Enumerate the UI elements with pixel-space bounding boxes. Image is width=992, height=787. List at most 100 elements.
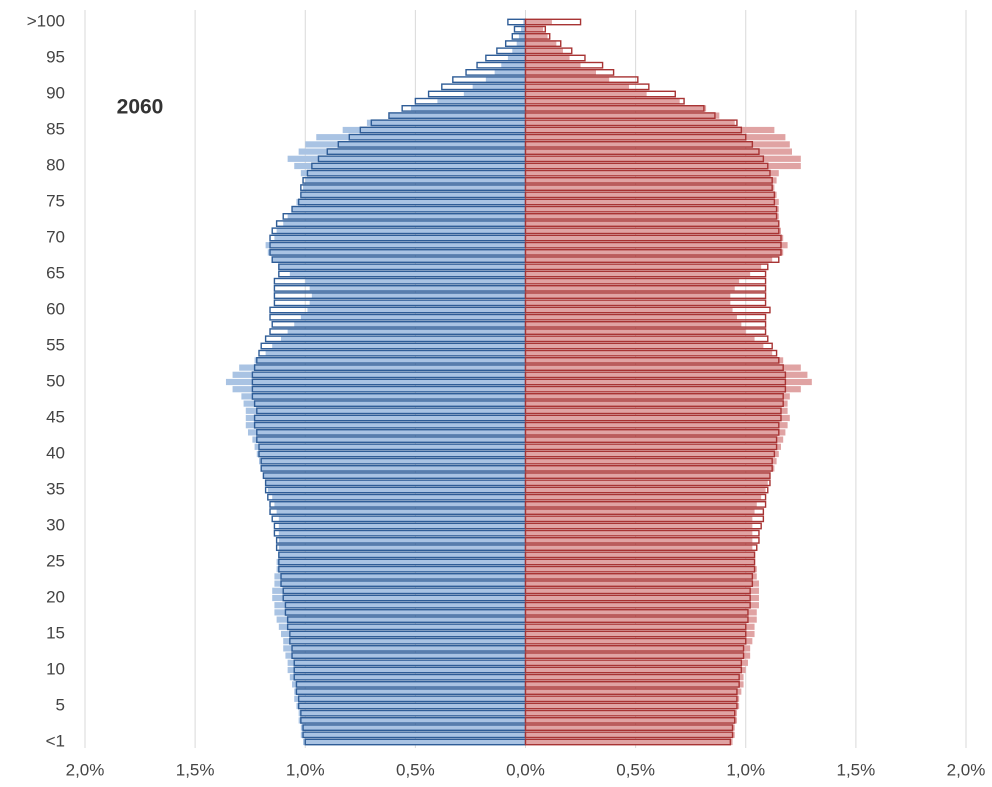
bar: [276, 508, 526, 515]
bar: [525, 76, 610, 83]
bar-outline: [524, 191, 776, 199]
bar: [525, 342, 764, 350]
y-tick-label: 70: [46, 227, 65, 246]
bar: [278, 623, 526, 630]
x-tick-label: 0,0%: [506, 760, 545, 779]
bar: [300, 191, 526, 198]
y-tick-label: 35: [46, 479, 65, 498]
bar: [525, 126, 775, 134]
bar-outline: [524, 349, 778, 357]
bar-outline: [524, 148, 760, 155]
bar-outline: [524, 306, 771, 314]
bar: [525, 386, 801, 393]
bar-outline: [524, 47, 573, 55]
bar-outline: [524, 529, 760, 537]
bar-outline: [524, 537, 760, 544]
bar: [525, 587, 759, 594]
bar: [232, 386, 526, 393]
bar: [494, 69, 526, 76]
bar: [256, 450, 526, 458]
bar: [525, 422, 788, 429]
bar-outline: [524, 407, 782, 415]
bar-outline: [524, 645, 745, 652]
bar: [241, 393, 526, 400]
bar-outline: [524, 688, 738, 696]
bar-outline: [524, 565, 756, 573]
bar: [525, 162, 801, 170]
bar: [265, 479, 526, 486]
bar: [525, 249, 784, 256]
bar: [303, 184, 526, 191]
bar-outline: [524, 263, 769, 271]
bar: [525, 645, 751, 652]
bar-outline: [524, 205, 778, 213]
y-tick-label: 20: [46, 587, 65, 606]
bar: [287, 155, 526, 162]
bar-outline: [524, 342, 773, 350]
bar: [525, 292, 731, 299]
bar-outline: [524, 738, 732, 746]
bar: [485, 76, 526, 83]
bar-outline: [524, 169, 771, 177]
bar: [525, 371, 808, 378]
bar: [278, 537, 526, 544]
bar: [525, 306, 733, 314]
bar: [525, 47, 563, 54]
bar-outline: [524, 609, 749, 616]
y-tick-label: 80: [46, 155, 65, 174]
x-tick-label: 0,5%: [396, 760, 435, 779]
bar-outline: [524, 472, 771, 479]
y-tick-label: 45: [46, 407, 65, 426]
bar: [239, 364, 526, 371]
bar: [525, 638, 753, 645]
bar-outline: [524, 299, 767, 307]
bar: [292, 681, 526, 688]
bar: [287, 328, 526, 335]
bar-outline: [524, 659, 743, 667]
bar: [525, 443, 781, 450]
bar-outline: [524, 709, 736, 717]
bar-outline: [524, 429, 780, 436]
bar: [289, 270, 526, 278]
bar: [298, 148, 526, 155]
x-tick-label: 2,0%: [66, 760, 105, 779]
bar: [245, 414, 526, 422]
bar: [525, 335, 755, 342]
bar: [525, 69, 596, 76]
bar-outline: [524, 40, 562, 48]
bar-outline: [524, 155, 765, 163]
bar: [525, 580, 759, 587]
bar: [525, 112, 720, 119]
bar: [525, 242, 788, 249]
bar: [525, 666, 746, 674]
bar: [342, 126, 526, 134]
bar: [525, 688, 742, 695]
bar-outline: [524, 83, 650, 91]
bar: [525, 191, 777, 198]
bar: [525, 234, 784, 242]
bar-outline: [524, 357, 780, 364]
bar: [292, 206, 526, 213]
bar: [525, 364, 801, 371]
bar: [525, 616, 757, 623]
bar: [525, 515, 753, 522]
bar-outline: [524, 371, 787, 379]
bar-outline: [524, 212, 778, 220]
x-tick-label: 1,5%: [837, 760, 876, 779]
bar-outline: [524, 90, 676, 98]
bar: [525, 458, 777, 465]
bar: [525, 436, 784, 443]
bar-outline: [524, 126, 743, 134]
bar-outline: [524, 68, 615, 76]
bar: [366, 119, 526, 126]
bar-outline: [524, 501, 767, 508]
bar: [272, 494, 526, 501]
bar: [252, 436, 526, 443]
y-tick-label: 5: [56, 695, 65, 714]
bar-outline: [524, 393, 784, 400]
bar: [283, 638, 526, 645]
bar: [507, 54, 526, 62]
bar: [525, 681, 744, 688]
bar-outline: [524, 673, 740, 681]
